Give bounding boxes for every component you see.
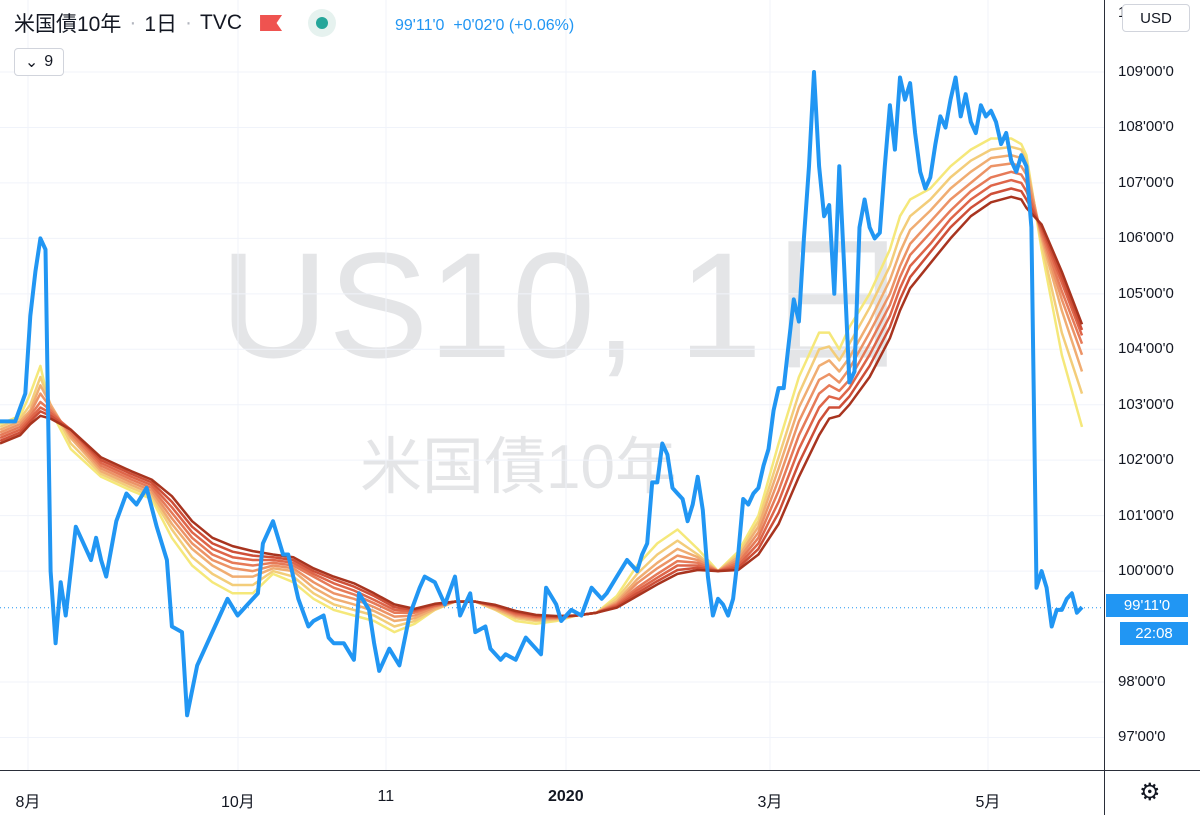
grid-layer: [0, 0, 1104, 770]
axis-corner: [1104, 770, 1200, 815]
currency-button[interactable]: USD: [1122, 4, 1190, 32]
price-axis-label: 104'00'0: [1118, 340, 1174, 358]
settings-gear-icon[interactable]: ⚙: [1139, 779, 1161, 806]
last-price-tag: 99'11'0: [1106, 594, 1188, 617]
time-axis-label: 3月: [757, 794, 783, 811]
chevron-down-icon: ⌄: [24, 54, 39, 71]
ema-ribbon-line-7[interactable]: [0, 187, 1084, 618]
interval-label[interactable]: 1日: [144, 13, 178, 36]
time-axis-label: 2020: [548, 788, 584, 805]
price-axis-label: 107'00'0: [1118, 173, 1174, 191]
symbol-description[interactable]: 米国債10年: [14, 13, 122, 36]
plot-svg[interactable]: [0, 0, 1104, 770]
price-axis-label: 103'00'0: [1118, 395, 1174, 413]
time-axis-label: 8月: [15, 794, 41, 811]
time-axis-label: 10月: [221, 794, 255, 811]
change-percent-value: (+0.06%): [508, 17, 575, 34]
bar-countdown-tag: 22:08: [1120, 622, 1188, 645]
legend-separator: ·: [129, 11, 137, 34]
price-layer: [0, 70, 1084, 718]
price-axis-label: 108'00'0: [1118, 118, 1174, 136]
plot-area[interactable]: US10, 1日 米国債10年: [0, 0, 1104, 770]
last-price-value: 99'11'0: [395, 17, 445, 34]
legend: 米国債10年 · 1日 · TVC: [14, 8, 337, 38]
ema-ribbon-line-1[interactable]: [0, 137, 1084, 634]
ribbon-layer: [0, 137, 1084, 634]
market-open-icon: [308, 9, 337, 37]
time-axis[interactable]: [0, 770, 1104, 815]
price-axis-label: 102'00'0: [1118, 451, 1174, 469]
price-axis-label: 106'00'0: [1118, 229, 1174, 247]
indicators-toggle-button[interactable]: ⌄ 9: [14, 48, 64, 76]
exchange-label[interactable]: TVC: [200, 11, 243, 34]
change-value: +0'02'0: [453, 17, 505, 34]
quote-values: 99'11'0 +0'02'0 (+0.06%): [395, 17, 574, 35]
price-axis-label: 98'00'0: [1118, 673, 1166, 690]
price-axis-label: 97'00'0: [1118, 728, 1166, 746]
price-axis-label: 109'00'0: [1118, 63, 1174, 80]
watermark-description: 米国債10年: [360, 433, 677, 502]
indicators-count: 9: [44, 53, 54, 70]
time-axis-label: 5月: [975, 794, 1001, 811]
time-axis-label: 11: [377, 788, 395, 805]
price-axis-label: 101'00'0: [1118, 506, 1174, 524]
ema-ribbon-line-2[interactable]: [0, 145, 1084, 628]
price-series-line[interactable]: [0, 70, 1084, 718]
flag-icon[interactable]: [260, 15, 283, 31]
ema-ribbon-line-8[interactable]: [0, 195, 1084, 618]
price-axis[interactable]: [1104, 0, 1200, 770]
price-axis-label: 100'00'0: [1118, 562, 1174, 580]
price-axis-label: 105'00'0: [1118, 284, 1174, 302]
legend-separator: ·: [185, 11, 193, 34]
